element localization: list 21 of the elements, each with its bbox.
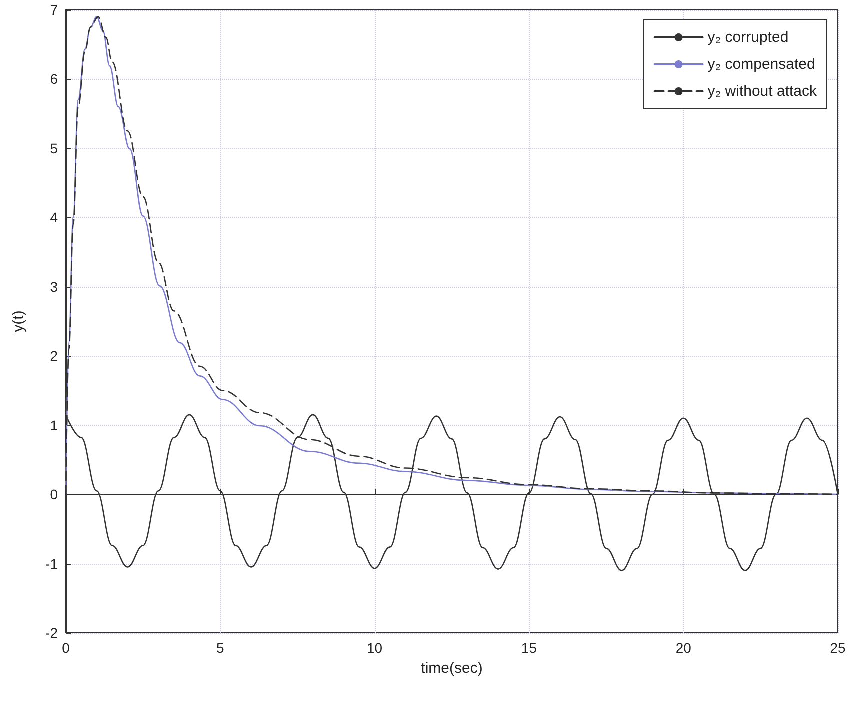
- legend-label: y₂ corrupted: [708, 29, 789, 46]
- x-tick-label: 10: [367, 640, 383, 656]
- y-tick-label: 2: [50, 348, 58, 364]
- y-tick-label: 3: [50, 278, 58, 295]
- y-axis-title: y(t): [10, 310, 27, 332]
- x-tick-label: 20: [676, 640, 692, 656]
- legend-label: y₂ without attack: [708, 83, 818, 100]
- y-tick-label: 4: [50, 210, 58, 226]
- y-tick-label: 1: [50, 417, 58, 434]
- x-tick-label: 25: [830, 640, 846, 656]
- x-axis-title: time(sec): [421, 660, 483, 677]
- y-tick-label: 0: [50, 486, 58, 503]
- y-tick-label: 6: [50, 71, 58, 88]
- y-tick-label: -1: [46, 556, 58, 572]
- x-tick-label: 5: [216, 640, 224, 656]
- y-tick-label: 7: [50, 2, 58, 18]
- legend-label: y₂ compensated: [708, 56, 816, 73]
- x-tick-label: 15: [521, 640, 538, 656]
- y-tick-label: 5: [50, 140, 58, 156]
- y-tick-label: -2: [46, 625, 58, 641]
- x-tick-label: 0: [62, 640, 70, 656]
